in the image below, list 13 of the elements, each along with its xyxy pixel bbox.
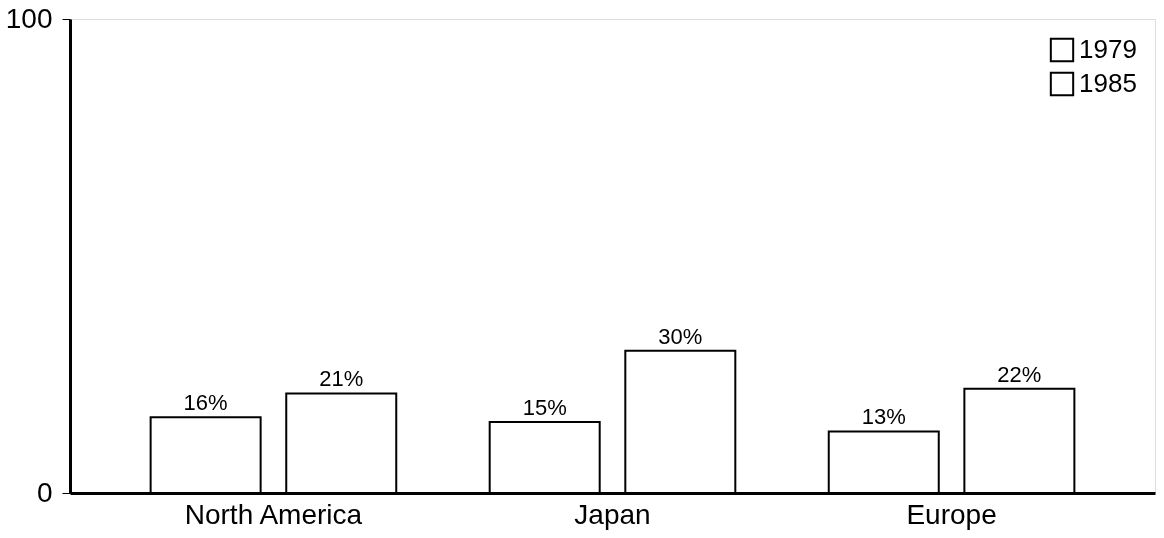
x-tick-label: Europe — [906, 498, 997, 530]
data-label: 15% — [522, 394, 567, 420]
x-tick-label: Japan — [574, 498, 651, 530]
data-label: 16% — [183, 390, 228, 416]
y-tick-label: 100 — [5, 2, 53, 34]
legend-label: 1979 — [1079, 34, 1137, 64]
x-tick-label: North America — [184, 498, 363, 530]
legend-label: 1985 — [1079, 68, 1137, 98]
data-label: 21% — [319, 366, 364, 392]
data-label: 30% — [658, 323, 703, 349]
data-label: 22% — [997, 361, 1042, 387]
data-label: 13% — [861, 404, 906, 430]
y-tick-label: 0 — [36, 476, 53, 508]
